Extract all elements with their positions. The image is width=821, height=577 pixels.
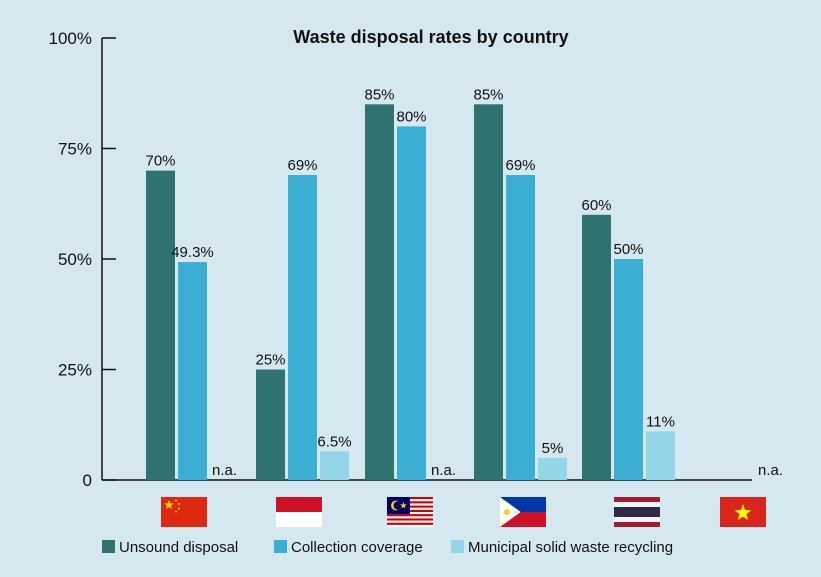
bar (178, 262, 207, 480)
indonesia-flag-icon (276, 497, 322, 527)
data-label: 5% (542, 440, 564, 457)
legend-item: Collection coverage (274, 539, 423, 556)
legend-item: Municipal solid waste recycling (451, 539, 673, 556)
country-flags (161, 497, 766, 528)
bar (256, 369, 285, 480)
data-label: n.a. (758, 462, 783, 479)
data-label: 25% (255, 352, 285, 369)
legend-label: Unsound disposal (119, 539, 238, 556)
bar (365, 104, 394, 481)
data-labels: 70%49.3%n.a.25%69%6.5%85%80%n.a.85%69%5%… (145, 86, 783, 479)
y-tick-label: 0 (83, 471, 92, 490)
y-tick-label: 50% (58, 250, 92, 269)
legend-swatch (451, 540, 464, 553)
china-flag-icon (161, 497, 207, 527)
bar (506, 175, 535, 480)
data-label: 85% (364, 86, 394, 103)
thailand-flag-icon (614, 497, 660, 527)
data-label: 85% (473, 86, 503, 103)
y-tick-label: 100% (49, 29, 92, 48)
legend-swatch (102, 540, 115, 553)
philippines-flag-icon (500, 497, 546, 527)
y-tick-label: 25% (58, 361, 92, 380)
legend-item: Unsound disposal (102, 539, 238, 556)
bar (646, 431, 675, 480)
legend: Unsound disposal Collection coverage Munic… (102, 539, 673, 556)
data-label: 6.5% (317, 433, 351, 450)
bar (146, 170, 175, 480)
vietnam-flag-icon (720, 497, 766, 527)
bar (320, 451, 349, 480)
legend-label: Municipal solid waste recycling (468, 539, 673, 556)
bar (614, 259, 643, 480)
bar (582, 214, 611, 481)
data-label: 70% (145, 153, 175, 170)
axes (101, 38, 752, 481)
legend-label: Collection coverage (291, 539, 423, 556)
bar (474, 104, 503, 481)
bars (146, 104, 675, 481)
data-label: n.a. (431, 462, 456, 479)
data-label: 49.3% (171, 244, 214, 261)
data-label: 69% (287, 157, 317, 174)
data-label: n.a. (212, 462, 237, 479)
malaysia-flag-icon (387, 497, 433, 528)
legend-swatch (274, 540, 287, 553)
chart-title: Waste disposal rates by country (293, 27, 568, 47)
y-axis-ticks: 0 25% 50% 75% 100% (49, 29, 116, 490)
data-label: 50% (613, 241, 643, 258)
bar (538, 457, 567, 480)
y-tick-label: 75% (58, 140, 92, 159)
data-label: 69% (505, 157, 535, 174)
data-label: 80% (396, 108, 426, 125)
bar (397, 126, 426, 481)
data-label: 11% (646, 413, 675, 430)
data-label: 60% (581, 197, 611, 214)
bar (288, 175, 317, 480)
